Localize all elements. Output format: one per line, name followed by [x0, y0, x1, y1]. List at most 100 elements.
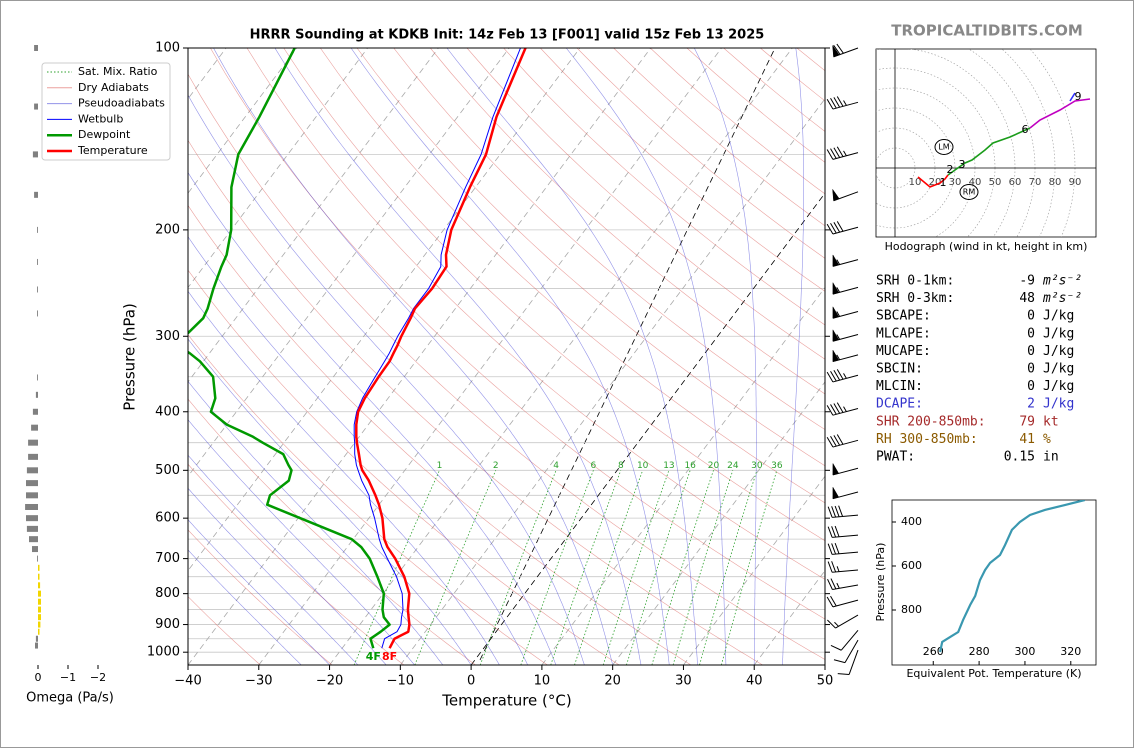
surface-label: 8F — [382, 650, 397, 663]
x-tick-label: 0 — [467, 674, 475, 689]
dry-adiabat — [283, 48, 825, 542]
isotherm — [188, 48, 298, 194]
x-tick-label: 40 — [746, 674, 763, 689]
omega-bar — [37, 286, 38, 293]
dry-adiabat — [393, 48, 825, 430]
theta-e-plot: 260 280 300 320 400 600 800 — [892, 500, 1086, 665]
x-axis-label: Temperature (°C) — [441, 692, 571, 710]
wind-barb — [832, 462, 859, 476]
legend-label: Sat. Mix. Ratio — [78, 65, 158, 78]
dry-adiabat — [188, 529, 333, 665]
pseudoadiabat — [188, 549, 302, 665]
dry-adiabat — [246, 48, 825, 580]
height-label: 3 — [959, 158, 966, 171]
wind-barb — [832, 281, 859, 295]
surface-label: 4F — [366, 650, 381, 663]
omega-bar — [38, 590, 41, 597]
omega-bar — [38, 582, 41, 589]
watermark: TROPICALTIDBITS.COM — [891, 22, 1083, 40]
mixing-ratio-label: 8 — [618, 461, 624, 471]
dry-adiabat — [188, 463, 405, 665]
pseudoadiabat — [565, 48, 727, 665]
barb-shaft — [826, 434, 859, 448]
hodograph-ring-label: 10 — [909, 177, 922, 188]
index-unit: J/kg — [1043, 362, 1074, 377]
x-tick-label: 10 — [534, 674, 551, 689]
pseudoadiabat — [350, 48, 670, 665]
pseudoadiabat — [188, 338, 472, 665]
index-label: SHR 200-850mb: — [876, 414, 986, 429]
index-value: 0 — [1027, 362, 1035, 377]
barb-shaft — [827, 542, 859, 555]
storm-motion-marker — [934, 139, 954, 155]
theta-x-tick-label: 260 — [923, 645, 944, 658]
index-unit: m²s⁻² — [1042, 274, 1082, 289]
theta-e-frame — [891, 499, 1097, 666]
mixing-ratio-label: 4 — [553, 461, 559, 471]
wind-barb — [833, 639, 859, 664]
index-value: 2 — [1027, 397, 1035, 412]
index-unit: in — [1043, 450, 1059, 465]
y-axis-label: Pressure (hPa) — [121, 303, 139, 411]
mixing-ratio-line — [721, 470, 778, 665]
index-value: 41 — [1019, 432, 1035, 447]
index-unit: J/kg — [1043, 379, 1074, 394]
profile-line — [353, 48, 521, 649]
x-tick-label: 30 — [675, 674, 692, 689]
mixing-ratio-line — [414, 470, 497, 665]
wind-barb — [827, 614, 859, 629]
theta-e-line — [939, 500, 1086, 653]
wind-barb — [826, 595, 859, 608]
dry-adiabat — [320, 48, 825, 504]
hodograph-ring-label: 50 — [989, 177, 1002, 188]
pseudoadiabat — [782, 48, 804, 665]
theta-e-y-label: Pressure (hPa) — [874, 543, 887, 622]
hodograph-ring-label: 40 — [969, 177, 982, 188]
wind-barb — [826, 402, 859, 416]
index-value: -9 — [1019, 274, 1035, 289]
index-unit: m²s⁻² — [1042, 291, 1082, 306]
omega-bar — [26, 492, 38, 499]
y-tick-label: 900 — [155, 617, 180, 632]
barb-shaft — [826, 402, 859, 416]
omega-bar — [29, 536, 38, 543]
wind-barb — [832, 254, 859, 267]
hodograph-ring-label: 30 — [949, 177, 962, 188]
hodograph-ring-label: 60 — [1009, 177, 1022, 188]
index-value: 0 — [1027, 326, 1035, 341]
pseudoadiabat — [188, 519, 330, 665]
pseudoadiabat — [188, 236, 528, 665]
wind-barb — [826, 96, 859, 110]
wind-barb — [826, 369, 859, 383]
dry-adiabat — [188, 398, 476, 665]
mixing-ratio-label: 30 — [751, 461, 763, 471]
y-tick-label: 1000 — [147, 645, 180, 660]
y-tick-label: 700 — [155, 551, 180, 566]
x-tick-label: −10 — [387, 674, 414, 689]
omega-bar — [38, 614, 41, 621]
omega-bar — [28, 439, 38, 446]
omega-bar — [26, 525, 38, 532]
barb-shaft — [827, 561, 859, 573]
dry-adiabat — [466, 48, 825, 360]
dry-adiabat — [188, 334, 548, 665]
isotherm — [541, 286, 825, 665]
reference-dashed-line — [479, 48, 776, 661]
hodograph-ring-label: 80 — [1049, 177, 1062, 188]
hodograph-trace — [1029, 98, 1091, 129]
theta-y-tick-label: 400 — [901, 515, 922, 528]
dry-adiabat — [188, 204, 692, 665]
pseudoadiabat — [213, 48, 613, 665]
index-value: 0 — [1027, 379, 1035, 394]
legend-box — [41, 62, 171, 161]
legend: Sat. Mix. Ratio Dry Adiabats Pseudoadiabat… — [41, 62, 171, 161]
y-tick-label: 100 — [155, 41, 180, 56]
wind-barb — [832, 328, 859, 342]
dry-adiabat — [188, 73, 825, 660]
y-tick-label: 500 — [155, 463, 180, 478]
omega-bar — [38, 564, 40, 571]
mixing-ratio-line — [574, 470, 644, 665]
index-label: RH 300-850mb: — [876, 432, 978, 447]
omega-bar — [35, 642, 38, 649]
wind-barb — [827, 542, 859, 555]
